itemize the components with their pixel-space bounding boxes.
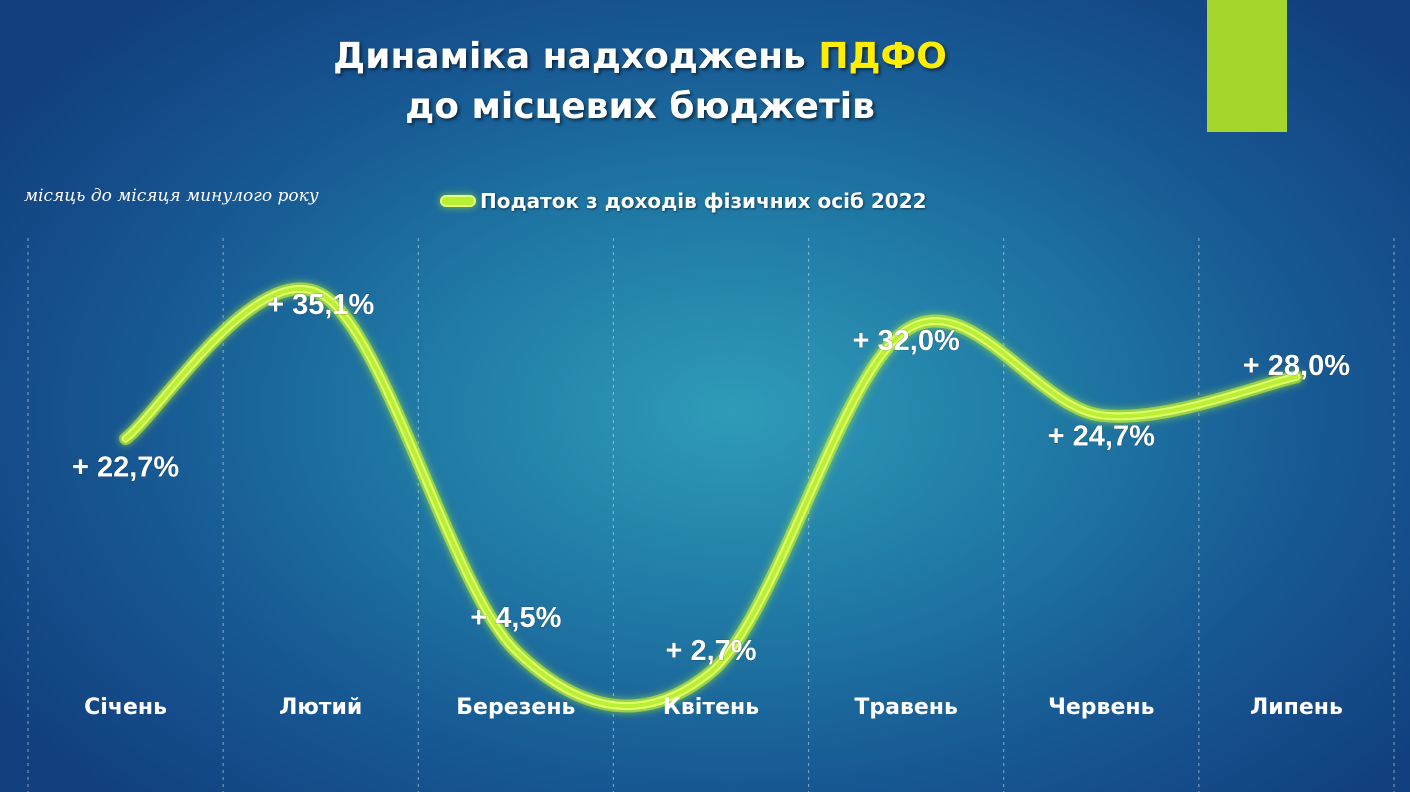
x-tick-label: Червень bbox=[1048, 695, 1154, 720]
page-title-line2: до місцевих бюджетів bbox=[405, 86, 875, 127]
x-tick-label: Лютий bbox=[279, 695, 362, 720]
series-line bbox=[123, 286, 1299, 709]
x-axis-ticks: Січень Лютий Березень Квітень Травень Червень… bbox=[84, 695, 1343, 720]
data-label: + 4,5% bbox=[470, 602, 561, 634]
legend-series-name: Податок з доходів фізичних осіб 2022 bbox=[480, 189, 927, 213]
data-label: + 32,0% bbox=[853, 325, 960, 357]
data-label: + 24,7% bbox=[1048, 420, 1155, 452]
chart-subtitle: місяць до місяця минулого року bbox=[24, 186, 319, 206]
x-tick-label: Січень bbox=[84, 695, 167, 720]
data-label: + 2,7% bbox=[665, 635, 756, 667]
data-labels: + 22,7% + 35,1% + 4,5% + 2,7% + 32,0% + 24,7%… bbox=[71, 289, 1350, 668]
x-tick-label: Липень bbox=[1250, 695, 1343, 720]
x-tick-label: Березень bbox=[456, 695, 575, 720]
legend-line-swatch bbox=[442, 197, 474, 205]
data-label: + 22,7% bbox=[72, 452, 179, 484]
title-line1: Динаміка надходжень bbox=[333, 36, 819, 77]
chart-legend: Податок з доходів фізичних осіб 2022 bbox=[442, 186, 927, 216]
x-tick-label: Квітень bbox=[663, 695, 759, 720]
series-line-group bbox=[119, 282, 1303, 713]
title-highlight: ПДФО bbox=[818, 36, 947, 77]
data-label: + 28,0% bbox=[1243, 350, 1350, 382]
x-tick-label: Травень bbox=[854, 695, 958, 720]
page-title: Динаміка надходжень ПДФО bbox=[0, 36, 1280, 77]
data-label: + 35,1% bbox=[267, 289, 374, 321]
accent-bar bbox=[1207, 0, 1287, 132]
